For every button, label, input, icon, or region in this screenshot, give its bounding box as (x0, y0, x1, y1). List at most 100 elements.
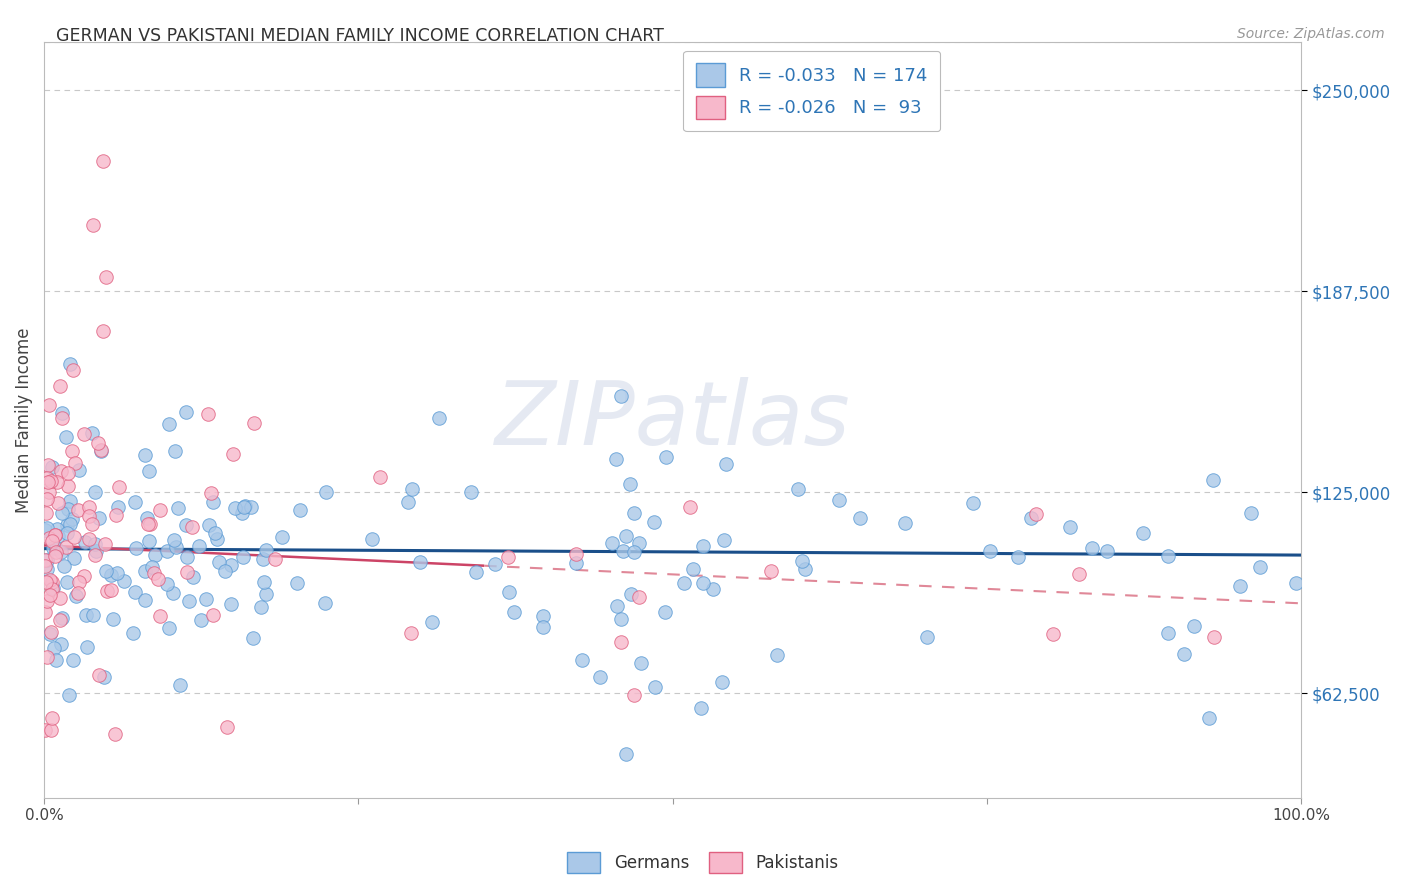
Point (96, 584, 118, 599)
Point (55, 540, 77, 554)
Point (67, 574, 90, 589)
Point (67, 463, 90, 477)
Point (420, 615, 443, 629)
Point (498, 549, 520, 564)
Point (1042, 627, 1064, 641)
Point (38, 399, 60, 413)
Point (232, 500, 254, 515)
Point (124, 495, 146, 509)
Point (233, 500, 256, 514)
Point (602, 536, 624, 550)
Point (623, 545, 645, 559)
Point (41, 723, 63, 737)
Point (162, 586, 184, 600)
Point (51, 506, 73, 520)
Point (716, 457, 738, 471)
Point (82, 608, 104, 623)
Point (58, 479, 80, 493)
Point (828, 493, 851, 508)
Point (169, 678, 191, 692)
Point (41, 710, 63, 724)
Point (616, 747, 638, 762)
Point (138, 533, 160, 548)
Point (75, 607, 97, 622)
Point (51, 611, 73, 625)
Point (42, 640, 65, 655)
Point (673, 576, 696, 591)
Y-axis label: Median Family Income: Median Family Income (15, 327, 32, 513)
Point (606, 599, 628, 613)
Point (39, 574, 62, 588)
Point (360, 533, 382, 547)
Point (243, 416, 266, 430)
Point (1059, 519, 1081, 533)
Point (51, 545, 73, 559)
Point (285, 575, 308, 590)
Point (37, 491, 59, 506)
Point (34, 606, 56, 620)
Point (614, 529, 637, 543)
Point (163, 533, 186, 547)
Point (222, 447, 245, 461)
Point (100, 568, 122, 582)
Point (96, 269, 118, 284)
Point (159, 417, 181, 431)
Point (138, 517, 160, 532)
Point (654, 605, 676, 619)
Point (107, 566, 129, 581)
Point (249, 599, 271, 614)
Point (38, 484, 60, 499)
Point (166, 501, 188, 516)
Point (62, 363, 84, 377)
Point (37, 593, 59, 607)
Point (94, 537, 117, 551)
Point (204, 526, 226, 541)
Point (623, 688, 645, 702)
Point (149, 609, 172, 624)
Point (34, 558, 56, 573)
Point (401, 482, 423, 496)
Point (59, 516, 82, 531)
Point (643, 515, 665, 529)
Point (89, 511, 111, 525)
Point (202, 607, 225, 622)
Point (59, 493, 82, 508)
Point (93, 670, 115, 684)
Point (39, 474, 62, 488)
Point (77, 500, 100, 515)
Point (710, 675, 733, 690)
Point (34, 523, 56, 537)
Point (37, 458, 59, 473)
Point (63, 530, 86, 544)
Point (176, 550, 198, 565)
Point (90, 443, 112, 458)
Point (38, 531, 60, 545)
Point (368, 470, 391, 484)
Point (565, 547, 588, 561)
Point (41, 582, 63, 596)
Point (644, 681, 666, 695)
Point (44, 549, 66, 564)
Point (252, 552, 274, 566)
Point (502, 605, 524, 619)
Point (48, 613, 70, 627)
Point (41, 533, 63, 548)
Point (73, 427, 96, 442)
Point (83, 536, 105, 550)
Point (56, 526, 79, 541)
Point (45, 475, 67, 489)
Point (401, 626, 423, 640)
Point (427, 411, 450, 425)
Point (221, 558, 243, 572)
Point (1095, 544, 1118, 558)
Point (46, 529, 69, 543)
Point (1007, 549, 1029, 564)
Point (53, 559, 76, 574)
Point (619, 477, 641, 491)
Point (254, 587, 277, 601)
Point (315, 485, 337, 500)
Point (45, 653, 67, 667)
Point (253, 574, 276, 589)
Point (37, 475, 59, 489)
Point (94, 564, 117, 578)
